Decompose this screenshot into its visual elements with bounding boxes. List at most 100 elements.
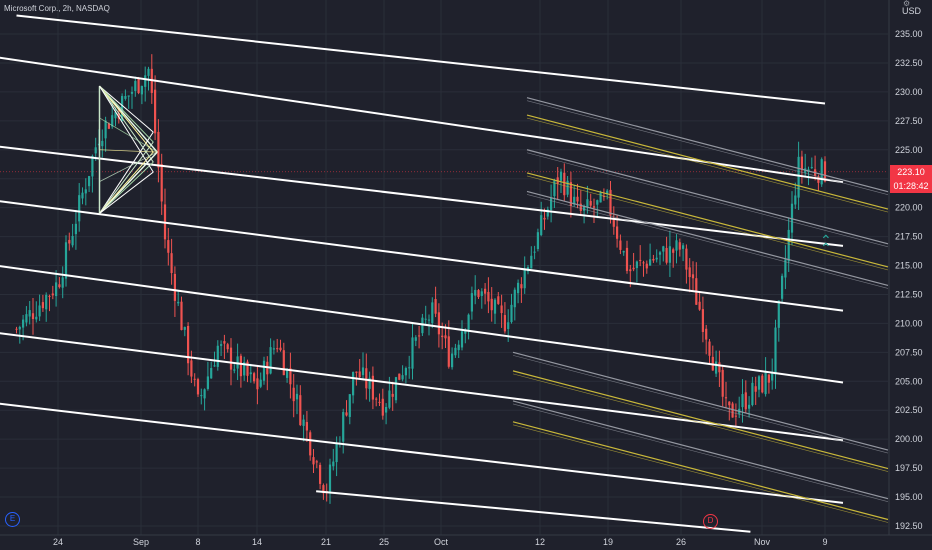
candle-body: [467, 314, 470, 330]
candle-body: [358, 371, 361, 378]
candle-body: [352, 371, 355, 396]
y-tick-label-2: 197.50: [895, 463, 923, 473]
candle-body: [774, 327, 777, 375]
fork-fan-top-0: [99, 85, 154, 133]
candle-body: [757, 376, 761, 390]
candle-body: [365, 368, 368, 389]
candle-body: [787, 229, 790, 262]
candle-body: [295, 393, 299, 400]
candle-body: [200, 395, 203, 397]
y-tick-label-4: 202.50: [895, 405, 923, 415]
candle-body: [553, 180, 556, 197]
candle-body: [685, 248, 688, 270]
x-tick-label-10: Nov: [754, 537, 771, 547]
y-tick-label-6: 207.50: [895, 347, 923, 357]
candle-body: [246, 361, 249, 376]
candle-body: [408, 367, 411, 369]
fib-upper-yellow-0: [526, 114, 889, 210]
time-axis[interactable]: 24 Sep 8 14 21 25 Oct 12 19 26 Nov 9: [0, 534, 932, 547]
x-tick-label-6: Oct: [434, 537, 449, 547]
buy-signal-icon: ⌃ ⌃: [820, 232, 832, 256]
candle-body: [355, 371, 358, 373]
candle-body: [414, 337, 417, 341]
fork-fan-top-4: [99, 85, 154, 173]
candle-body: [41, 302, 44, 309]
fib-lower-gray-1: [512, 400, 889, 500]
candle-body: [751, 382, 754, 406]
candle-body: [28, 310, 31, 317]
candle-body: [381, 398, 384, 416]
y-tick-label-1: 195.00: [895, 492, 923, 502]
candle-body: [180, 301, 183, 330]
fib-lower-gray-inner-0: [512, 355, 889, 454]
y-tick-label-3: 200.00: [895, 434, 923, 444]
channel-line-7: [316, 490, 751, 533]
candle-body: [754, 386, 757, 392]
fib-upper-gray-inner-2: [526, 194, 889, 289]
candle-body: [335, 443, 338, 463]
dividend-icon[interactable]: D: [703, 514, 718, 529]
candle-body: [586, 199, 589, 207]
candle-body: [579, 203, 582, 211]
fib-lower-yellow-inner-0: [512, 373, 889, 472]
candle-body: [810, 167, 813, 169]
candle-body: [817, 176, 820, 183]
y-tick-label-0: 192.50: [895, 521, 923, 531]
candle-body: [517, 282, 520, 294]
channel-line-3: [0, 200, 844, 312]
candle-body: [190, 360, 193, 377]
candle-body: [71, 235, 74, 246]
candle-body: [434, 299, 437, 314]
fib-lower-yellow-inner-1: [512, 424, 889, 523]
candle-body: [38, 305, 41, 317]
candle-body: [688, 267, 691, 278]
candle-body: [114, 112, 117, 119]
fib-lower-gray-inner-1: [512, 403, 889, 502]
candle-body: [345, 412, 348, 416]
fork-fan-bottom-4: [99, 171, 154, 214]
fib-channels[interactable]: [512, 97, 889, 523]
candle-body: [767, 374, 770, 383]
candle-body: [256, 378, 259, 390]
y-tick-label-5: 205.00: [895, 376, 923, 386]
candle-body: [84, 189, 87, 194]
earnings-icon[interactable]: E: [5, 512, 20, 527]
candle-body: [177, 301, 180, 304]
candle-body: [477, 290, 480, 298]
candle-body: [536, 232, 539, 250]
candle-body: [31, 313, 35, 320]
scale-settings-icon[interactable]: ⚙: [903, 0, 911, 8]
fork-fan-bottom-0: [99, 131, 154, 214]
candle-body: [576, 196, 579, 202]
channel-line-2: [0, 145, 844, 247]
fork-fan-top-3: [99, 85, 154, 163]
candle-body: [668, 246, 671, 263]
fib-upper-gray-inner-1: [526, 152, 889, 248]
candle-body: [748, 404, 751, 409]
candle-body: [88, 176, 91, 187]
candle-body: [282, 350, 285, 376]
pitchfork[interactable]: [98, 85, 158, 214]
price-axis[interactable]: 192.50 195.00 197.50 200.00 202.50 205.00 207.…: [888, 0, 932, 550]
candle-body: [361, 367, 365, 376]
fork-fan-bottom-3: [99, 161, 154, 214]
candle-body: [635, 261, 638, 269]
candle-body: [259, 379, 262, 387]
y-tick-label-8: 212.50: [895, 289, 923, 299]
candle-body: [431, 302, 434, 324]
candle-body: [134, 80, 137, 91]
candle-body: [104, 120, 107, 139]
y-tick-label-13: 225.00: [895, 145, 923, 155]
candle-body: [279, 347, 282, 351]
y-tick-label-9: 215.00: [895, 261, 923, 271]
candle-body: [58, 284, 61, 288]
candle-body: [302, 419, 305, 426]
x-tick-label-2: 8: [195, 537, 200, 547]
candle-body: [708, 341, 711, 356]
candle-body: [520, 284, 523, 289]
candle-body: [447, 336, 450, 367]
channel-line-4: [0, 265, 844, 384]
currency-label[interactable]: USD: [902, 6, 922, 16]
candle-body: [216, 345, 219, 367]
